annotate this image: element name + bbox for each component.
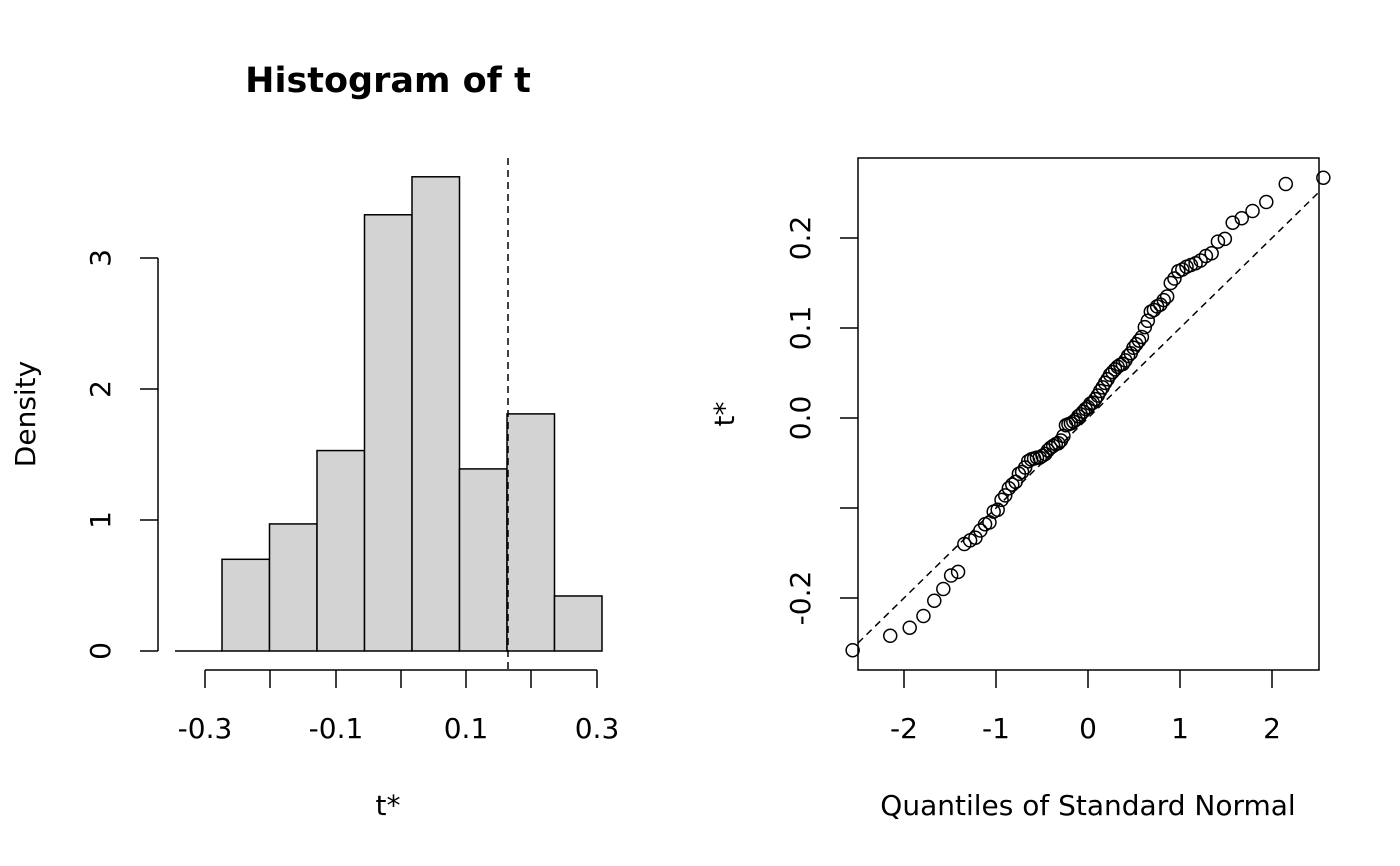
qq-point (998, 488, 1013, 503)
qq-point (1014, 464, 1030, 480)
qq-point (1134, 329, 1150, 345)
qq-point (1316, 170, 1331, 185)
histogram-x-tick-label: 0.3 (575, 712, 620, 745)
qq-point (1140, 313, 1156, 329)
histogram-title: Histogram of t (245, 61, 531, 101)
qq-point (1085, 395, 1101, 410)
qq-point (1156, 292, 1171, 308)
histogram-y-axis: 0 1 2 3 Density (9, 249, 159, 660)
histogram-y-axis-title: Density (9, 361, 42, 467)
qq-point (1115, 356, 1131, 372)
qq-x-ticks (903, 670, 1273, 688)
histogram-x-tick-label: 0.1 (444, 712, 489, 745)
qq-point (1245, 203, 1260, 219)
qq-point (916, 608, 931, 624)
qq-point (943, 568, 959, 583)
qq-point (1278, 176, 1294, 192)
qq-point (950, 564, 966, 580)
qq-point (1204, 246, 1219, 261)
qq-point (1175, 262, 1190, 277)
qq-point (1217, 231, 1233, 247)
histogram-bar (316, 449, 366, 652)
qq-y-tick-label: 0.2 (784, 216, 817, 261)
qq-point (1225, 215, 1240, 230)
histogram-bar (506, 413, 556, 652)
histogram-y-ticks (140, 257, 158, 652)
qq-point (1105, 364, 1120, 380)
qq-point (1088, 391, 1103, 407)
qq-point (1259, 194, 1274, 210)
qq-point (902, 620, 917, 635)
qq-point (1131, 333, 1147, 348)
histogram-bar (458, 468, 508, 652)
qq-x-axis: -2 -1 0 1 2 Quantiles of Standard Normal (880, 670, 1296, 822)
qq-y-axis: -0.2 0.1 0.0 0.2 t* (708, 216, 858, 626)
histogram-bar (553, 595, 603, 652)
qq-point (1075, 404, 1091, 419)
qq-reference-line (857, 192, 1319, 644)
qq-plot-panel: -2 -1 0 1 2 Quantiles of Standard Normal… (708, 157, 1331, 822)
qq-point (1005, 477, 1020, 492)
qq-point (1193, 253, 1208, 268)
qq-y-tick-label: 0.1 (784, 306, 817, 351)
qq-y-tick-label: -0.2 (784, 571, 817, 626)
qq-point (994, 492, 1009, 508)
histogram-y-tick-label: 0 (84, 642, 117, 660)
qq-point (1063, 416, 1079, 431)
qq-point (882, 628, 898, 644)
histogram-y-tick-label: 2 (84, 380, 117, 398)
histogram-x-tick-label: -0.3 (178, 712, 233, 745)
qq-x-tick-label: 1 (1171, 712, 1189, 745)
qq-point (1102, 367, 1118, 383)
histogram-x-tick-label: -0.1 (309, 712, 364, 745)
histogram-bar (363, 214, 413, 652)
qq-point (1035, 448, 1050, 464)
histogram-x-ticks (204, 670, 598, 688)
histogram-panel: Histogram of t -0.3 -0.1 0.1 0.3 t* 0 1 … (9, 61, 619, 822)
qq-point (1092, 383, 1108, 399)
qq-point (1068, 412, 1084, 428)
qq-point (1120, 348, 1136, 364)
qq-point (1107, 362, 1123, 377)
qq-point (1210, 234, 1226, 249)
qq-points (845, 170, 1331, 658)
qq-point (1080, 399, 1096, 415)
histogram-bar (268, 523, 318, 652)
qq-point (1234, 210, 1249, 226)
qq-point (1008, 474, 1023, 490)
histogram-y-tick-label: 3 (84, 249, 117, 267)
histogram-y-tick-label: 1 (84, 511, 117, 529)
qq-point (1167, 271, 1182, 286)
histogram-bar (411, 176, 461, 652)
qq-x-tick-label: -1 (982, 712, 1010, 745)
histogram-x-axis-title: t* (376, 789, 401, 822)
qq-x-tick-label: 0 (1079, 712, 1097, 745)
qq-point (1163, 275, 1178, 291)
qq-point (845, 642, 860, 658)
qq-x-tick-label: -2 (890, 712, 918, 745)
qq-x-axis-title: Quantiles of Standard Normal (880, 789, 1295, 822)
qq-y-axis-title: t* (708, 402, 741, 427)
qq-point (1159, 289, 1175, 304)
qq-point (1097, 375, 1113, 391)
qq-point (936, 581, 951, 597)
qq-point (927, 593, 942, 608)
qq-point (1126, 340, 1141, 356)
qq-y-tick-label: 0.0 (784, 396, 817, 441)
qq-point (1051, 435, 1066, 451)
histogram-bars (175, 176, 603, 652)
qq-point (968, 530, 983, 545)
qq-point (990, 502, 1005, 518)
qq-y-ticks (840, 237, 858, 599)
qq-x-tick-label: 2 (1263, 712, 1281, 745)
histogram-x-axis: -0.3 -0.1 0.1 0.3 t* (178, 669, 620, 822)
histogram-bar (221, 558, 271, 652)
